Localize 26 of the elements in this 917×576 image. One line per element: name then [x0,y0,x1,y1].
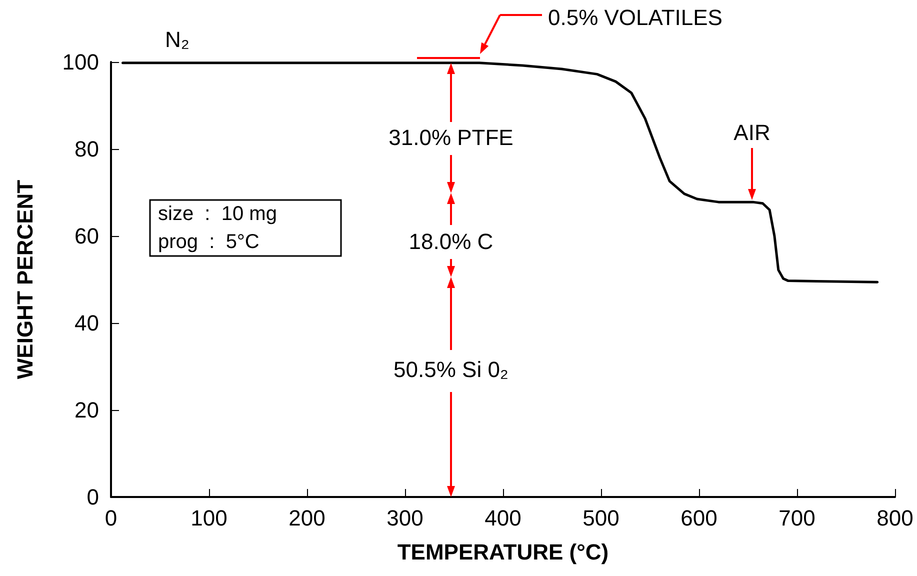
y-tick-label: 80 [74,136,99,162]
text: 0.5% VOLATILES [548,5,722,30]
x-tick-label: 600 [680,506,718,530]
x-tick-label: 400 [484,506,522,530]
annotation: size : 10 mg [158,203,277,225]
y-tick-label: 100 [62,50,99,74]
y-tick-label: 20 [74,398,99,422]
annotation: 18.0% C [408,229,494,254]
x-tick-label: 300 [386,506,424,530]
x-axis-title: TEMPERATURE (°C) [397,540,609,564]
line-series [122,62,879,284]
x-tick-label: 0 [104,506,118,530]
x-tick-label: 500 [582,506,620,530]
annotation: prog : 5°C [158,231,260,253]
y-axis-title: WEIGHT PERCENT [12,179,38,380]
x-tick-label: 700 [778,506,816,530]
y-tick-label: 40 [74,310,99,336]
x-tick-label: 800 [876,506,914,530]
x-tick-label: 100 [190,506,228,530]
annotation: 50.5% Si 0₂ [394,357,508,382]
annotation: 31.0% PTFE [388,125,514,150]
annotation: AIR [734,120,770,145]
text: N₂ [165,27,190,52]
x-tick-label: 200 [288,506,326,530]
y-tick-label: 60 [74,224,99,248]
y-tick-label: 0 [86,484,99,510]
